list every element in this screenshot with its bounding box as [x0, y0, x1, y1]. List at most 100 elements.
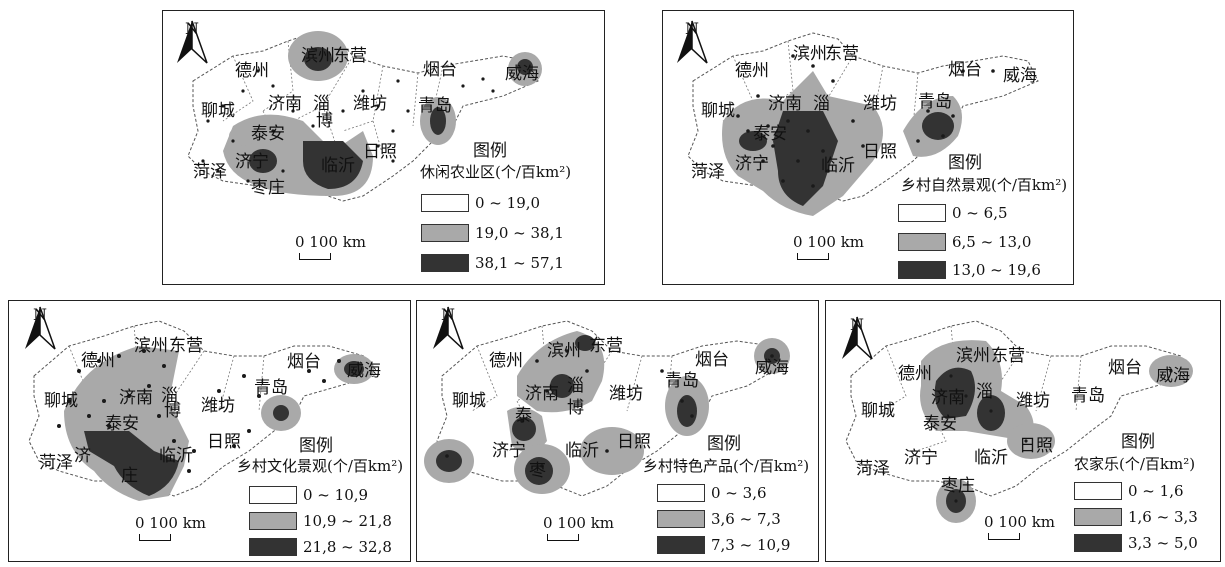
legend-swatch — [898, 261, 946, 279]
svg-text:德州: 德州 — [489, 351, 523, 371]
shandong-map: 德州 滨州 东营 烟台 威海 聊城 济南 淄 博 潍坊 青岛 泰安 济宁 菏泽 … — [187, 31, 542, 202]
svg-text:济南: 济南 — [931, 388, 965, 408]
scale-bar — [988, 533, 1020, 540]
svg-text:滨州: 滨州 — [793, 44, 827, 64]
province-outline — [845, 320, 1192, 497]
svg-text:日照: 日照 — [1019, 436, 1053, 456]
svg-text:滨州: 滨州 — [301, 46, 335, 66]
province-outline — [28, 320, 375, 497]
svg-text:威海: 威海 — [755, 358, 789, 378]
svg-text:东营: 东营 — [169, 336, 203, 356]
shandong-map: 德州 滨州 东营 烟台 威海 聊城 济南 淄 潍坊 青岛 泰安 济宁 菏泽 临沂… — [845, 320, 1193, 523]
shandong-map: 德州 滨州 东营 烟台 威海 聊城 济南 淄 博 潍坊 青岛 泰安 济 菏泽 临… — [28, 320, 381, 501]
legend-swatch — [1074, 508, 1122, 526]
legend-subtitle: 农家乐(个/百km²) — [1074, 455, 1196, 473]
svg-text:济宁: 济宁 — [235, 152, 269, 172]
legend-class-low: 0 ~ 3,6 — [657, 484, 767, 502]
north-arrow-icon: N — [840, 315, 873, 360]
svg-text:德州: 德州 — [81, 351, 115, 371]
svg-text:威海: 威海 — [1003, 66, 1037, 86]
svg-text:枣: 枣 — [529, 461, 546, 481]
svg-text:济宁: 济宁 — [904, 448, 938, 468]
shandong-map: 德州 滨州 东营 烟台 威海 聊城 济南 淄 潍坊 青岛 泰安 济宁 菏泽 临沂… — [687, 32, 1039, 216]
map-panel-special-products: 德州 滨州 东营 烟台 威海 聊城 济南 淄 博 潍坊 青岛 泰 济宁 临沂 日… — [416, 300, 819, 562]
legend-class-low: 0 ~ 10,9 — [249, 486, 368, 504]
legend-class-low: 0 ~ 19,0 — [421, 194, 540, 212]
svg-text:博: 博 — [567, 398, 584, 418]
legend-swatch — [657, 536, 705, 554]
legend-swatch — [249, 512, 297, 530]
legend-swatch — [657, 510, 705, 528]
svg-text:菏泽: 菏泽 — [193, 162, 227, 182]
svg-text:青岛: 青岛 — [918, 92, 952, 112]
svg-text:济南: 济南 — [768, 94, 802, 114]
svg-text:淄: 淄 — [161, 386, 178, 406]
north-arrow-icon: N — [431, 305, 464, 350]
svg-text:淄: 淄 — [976, 382, 993, 402]
legend-swatch — [898, 233, 946, 251]
scale-label: 0 100 km — [984, 513, 1056, 531]
svg-text:泰: 泰 — [515, 406, 532, 426]
svg-text:烟台: 烟台 — [695, 350, 729, 370]
legend-class-high: 7,3 ~ 10,9 — [657, 536, 790, 554]
svg-text:聊城: 聊城 — [44, 391, 78, 411]
svg-text:泰安: 泰安 — [105, 414, 139, 434]
svg-text:日照: 日照 — [207, 432, 241, 452]
legend-class-high: 13,0 ~ 19,6 — [898, 261, 1041, 279]
legend-subtitle: 休闲农业区(个/百km²) — [420, 163, 572, 181]
legend-swatch — [1074, 534, 1122, 552]
svg-text:聊城: 聊城 — [201, 101, 235, 121]
svg-text:济: 济 — [74, 446, 91, 466]
svg-text:东营: 东营 — [333, 46, 367, 66]
legend-swatch — [421, 194, 469, 212]
map-panel-cultural-landscape: 德州 滨州 东营 烟台 威海 聊城 济南 淄 博 潍坊 青岛 泰安 济 菏泽 临… — [8, 300, 411, 562]
svg-text:临沂: 临沂 — [565, 441, 599, 461]
svg-text:青岛: 青岛 — [254, 378, 288, 398]
svg-text:日照: 日照 — [617, 432, 651, 452]
svg-text:济宁: 济宁 — [492, 441, 526, 461]
legend-class-mid: 3,6 ~ 7,3 — [657, 510, 781, 528]
legend-title: 图例 — [1121, 432, 1155, 452]
svg-text:烟台: 烟台 — [948, 60, 982, 80]
svg-text:德州: 德州 — [735, 61, 769, 81]
scale-label: 0 100 km — [543, 514, 615, 532]
svg-text:烟台: 烟台 — [423, 60, 457, 80]
scale-bar — [139, 534, 171, 541]
legend-title: 图例 — [473, 141, 507, 161]
scale-bar — [547, 534, 579, 541]
svg-text:德州: 德州 — [235, 61, 269, 81]
legend-swatch — [249, 486, 297, 504]
legend-title: 图例 — [299, 436, 333, 456]
scale-bar — [299, 253, 331, 260]
svg-text:临沂: 临沂 — [974, 448, 1008, 468]
svg-text:临沂: 临沂 — [821, 156, 855, 176]
svg-text:潍坊: 潍坊 — [201, 396, 235, 416]
legend-class-mid: 10,9 ~ 21,8 — [249, 512, 392, 530]
legend-title: 图例 — [707, 434, 741, 454]
svg-text:庄: 庄 — [121, 466, 138, 486]
svg-text:滨州: 滨州 — [547, 341, 581, 361]
legend-swatch — [421, 254, 469, 272]
svg-text:烟台: 烟台 — [287, 352, 321, 372]
svg-text:东营: 东营 — [825, 44, 859, 64]
map-panel-natural-landscape: 德州 滨州 东营 烟台 威海 聊城 济南 淄 潍坊 青岛 泰安 济宁 菏泽 临沂… — [662, 10, 1074, 285]
scale-label: 0 100 km — [793, 233, 865, 251]
svg-text:博: 博 — [316, 111, 333, 131]
svg-text:潍坊: 潍坊 — [863, 94, 897, 114]
svg-text:青岛: 青岛 — [665, 371, 699, 391]
legend-class-low: 0 ~ 1,6 — [1074, 482, 1184, 500]
svg-text:济南: 济南 — [268, 94, 302, 114]
svg-text:烟台: 烟台 — [1108, 358, 1142, 378]
svg-text:泰安: 泰安 — [251, 124, 285, 144]
svg-text:枣庄: 枣庄 — [251, 178, 285, 198]
svg-text:威海: 威海 — [347, 361, 381, 381]
legend-class-mid: 1,6 ~ 3,3 — [1074, 508, 1198, 526]
legend-class-mid: 19,0 ~ 38,1 — [421, 224, 564, 242]
svg-text:菏泽: 菏泽 — [856, 459, 890, 479]
svg-text:济南: 济南 — [525, 384, 559, 404]
legend-swatch — [898, 204, 946, 222]
svg-text:日照: 日照 — [363, 142, 397, 162]
svg-text:日照: 日照 — [863, 142, 897, 162]
scale-bar — [797, 253, 829, 260]
legend-subtitle: 乡村特色产品(个/百km²) — [643, 457, 810, 475]
